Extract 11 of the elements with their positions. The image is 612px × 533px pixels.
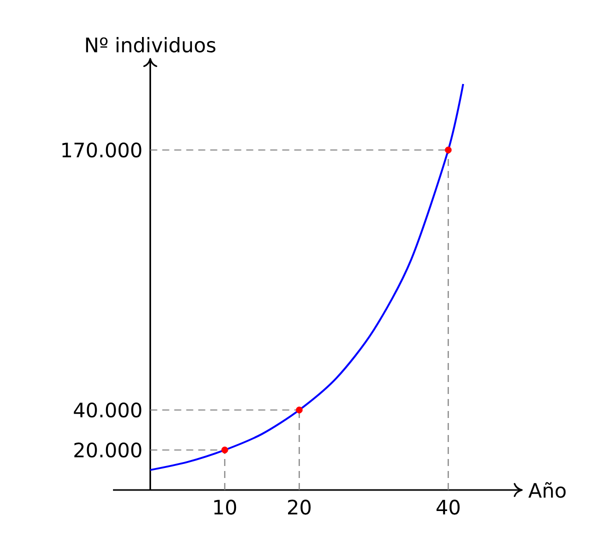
point <box>296 406 303 414</box>
point <box>221 446 228 454</box>
point <box>444 146 452 154</box>
x-axis-title: Año <box>528 482 566 498</box>
y-tick-label: 40.000 <box>74 402 142 418</box>
x-tick-label: 40 <box>436 500 460 515</box>
x-tick-label: 20 <box>288 500 311 515</box>
y-tick-label: 170.000 <box>62 142 142 158</box>
y-tick-label: 20.000 <box>74 442 142 458</box>
x-tick-label: 10 <box>214 500 236 515</box>
y-axis-title: Nº individuos <box>86 37 216 52</box>
